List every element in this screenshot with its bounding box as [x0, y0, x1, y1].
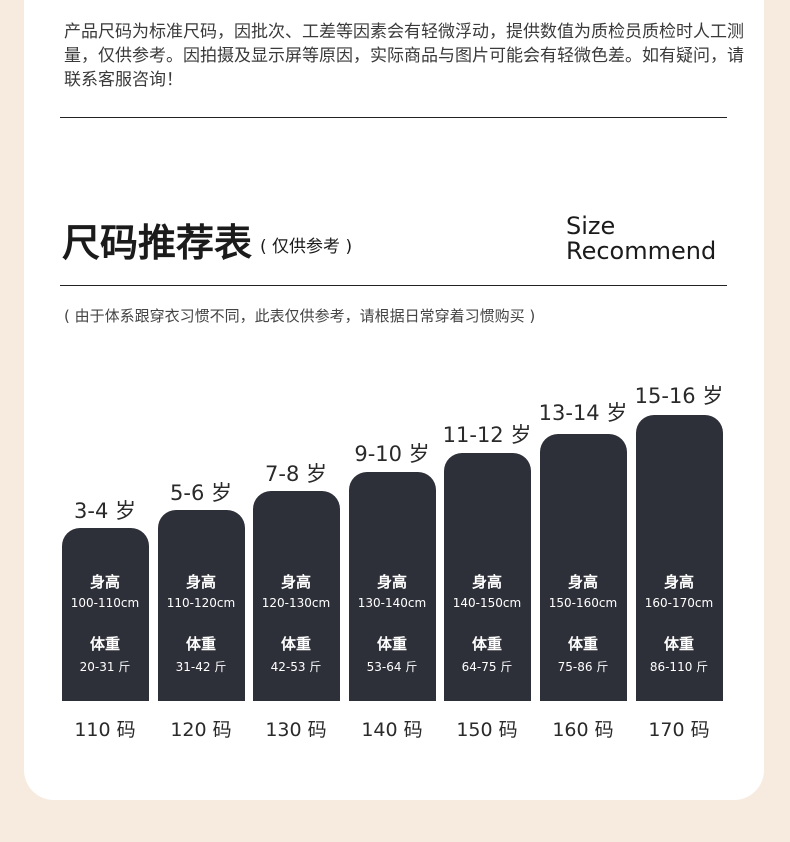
weight-value: 64-75 斤 [461, 660, 513, 674]
height-label: 身高 [280, 573, 311, 591]
size-code: 170 码 [648, 719, 710, 741]
height-label: 身高 [89, 573, 120, 591]
height-label: 身高 [471, 573, 502, 591]
size-code: 150 码 [456, 719, 518, 741]
title-subtitle: ( 仅供参考 ) [260, 237, 353, 257]
weight-value: 75-86 斤 [557, 660, 609, 674]
weight-label: 体重 [280, 635, 311, 653]
height-value: 120-130cm [261, 596, 331, 610]
weight-label: 体重 [471, 635, 502, 653]
height-value: 160-170cm [644, 596, 714, 610]
weight-label: 体重 [567, 635, 598, 653]
height-value: 100-110cm [70, 596, 140, 610]
size-bar-140 [349, 472, 436, 701]
size-bar-160 [540, 434, 627, 701]
height-value: 110-120cm [166, 596, 236, 610]
age-label: 9-10 岁 [354, 442, 430, 466]
age-label: 7-8 岁 [265, 462, 327, 486]
size-code: 120 码 [170, 719, 232, 741]
english-title: Size Recommend [566, 214, 716, 264]
age-label: 13-14 岁 [538, 401, 628, 425]
size-code: 140 码 [361, 719, 423, 741]
english-title-line1: Size [566, 212, 616, 240]
age-label: 3-4 岁 [74, 499, 136, 523]
weight-value: 53-64 斤 [366, 660, 418, 674]
size-bar-170 [636, 415, 723, 701]
page-title: 尺码推荐表 [62, 221, 253, 265]
height-value: 130-140cm [357, 596, 427, 610]
weight-label: 体重 [185, 635, 216, 653]
height-label: 身高 [663, 573, 694, 591]
height-label: 身高 [567, 573, 598, 591]
size-code: 160 码 [552, 719, 614, 741]
age-label: 15-16 岁 [634, 384, 724, 408]
divider-top [60, 117, 727, 118]
height-value: 150-160cm [548, 596, 618, 610]
weight-label: 体重 [376, 635, 407, 653]
size-bar-110 [62, 528, 149, 701]
size-bar-120 [158, 510, 245, 701]
age-label: 5-6 岁 [170, 481, 232, 505]
english-title-line2: Recommend [566, 237, 717, 265]
weight-label: 体重 [663, 635, 694, 653]
reference-note: ( 由于体系跟穿衣习惯不同，此表仅供参考，请根据日常穿着习惯购买 ) [64, 307, 536, 325]
size-code: 110 码 [74, 719, 136, 741]
weight-value: 20-31 斤 [79, 660, 131, 674]
weight-value: 42-53 斤 [270, 660, 322, 674]
size-bar-150 [444, 453, 531, 701]
age-label: 11-12 岁 [442, 423, 532, 447]
height-value: 140-150cm [452, 596, 522, 610]
weight-label: 体重 [89, 635, 120, 653]
weight-value: 31-42 斤 [175, 660, 227, 674]
height-label: 身高 [185, 573, 216, 591]
size-code: 130 码 [265, 719, 327, 741]
divider-bottom [60, 285, 727, 286]
weight-value: 86-110 斤 [649, 660, 709, 674]
height-label: 身高 [376, 573, 407, 591]
size-notice: 产品尺码为标准尺码，因批次、工差等因素会有轻微浮动，提供数值为质检员质检时人工测… [64, 22, 744, 90]
size-bar-130 [253, 491, 340, 701]
